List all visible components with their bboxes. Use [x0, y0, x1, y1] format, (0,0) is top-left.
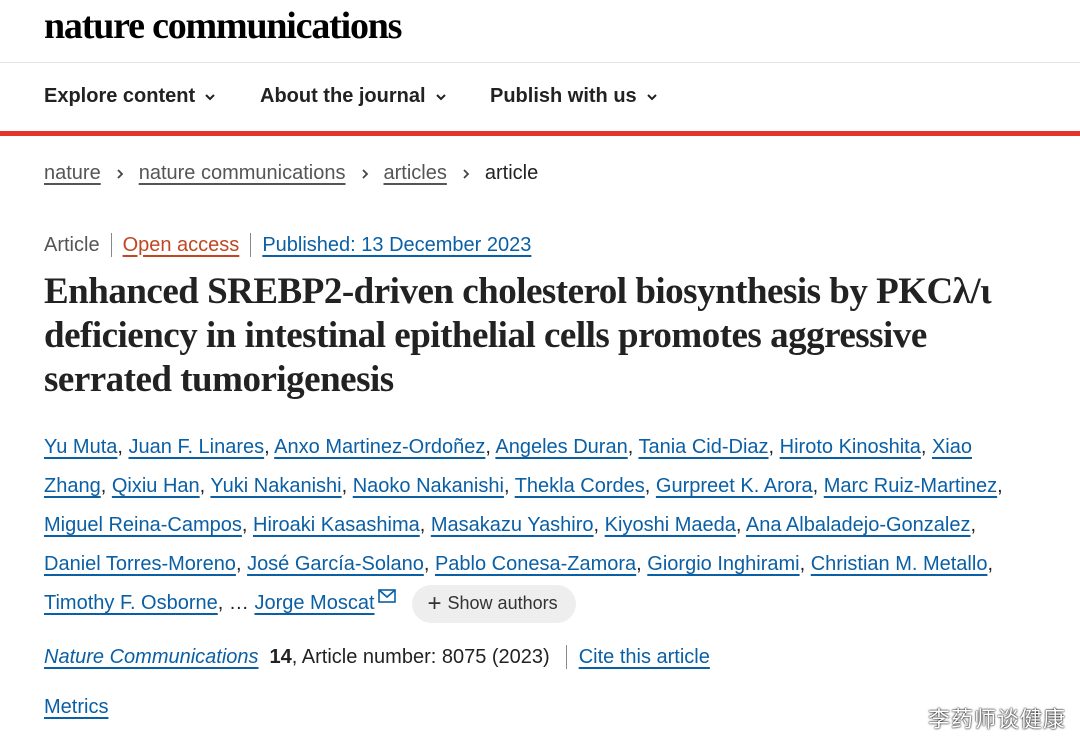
author-link[interactable]: Tania Cid-Diaz	[638, 436, 769, 458]
meta-divider	[250, 233, 252, 257]
author-link[interactable]: Daniel Torres-Moreno	[44, 553, 236, 575]
article-meta: Article Open access Published: 13 Decemb…	[44, 233, 531, 257]
author-link[interactable]: Angeles Duran	[495, 436, 628, 458]
author-link[interactable]: Hiroto Kinoshita	[779, 436, 921, 458]
author-list: Yu Muta, Juan F. Linares, Anxo Martinez-…	[44, 428, 1019, 623]
chevron-down-icon	[646, 93, 657, 100]
author-link[interactable]: Timothy F. Osborne	[44, 592, 218, 614]
author-link[interactable]: Yu Muta	[44, 436, 118, 458]
chevron-right-icon	[463, 168, 470, 179]
chevron-down-icon	[205, 93, 215, 100]
volume-number: 14	[269, 645, 292, 668]
author-link[interactable]: Thekla Cordes	[514, 475, 645, 497]
author-link[interactable]: Anxo Martinez-Ordoñez	[274, 436, 486, 458]
nav-explore-content[interactable]: Explore content	[44, 85, 216, 108]
author-link[interactable]: Yuki Nakanishi	[210, 475, 342, 497]
breadcrumb-link-nature-communications[interactable]: nature communications	[138, 162, 346, 184]
nav-item-label: Explore content	[44, 85, 196, 107]
author-link[interactable]: Juan F. Linares	[128, 436, 265, 458]
corresponding-author-link[interactable]: Jorge Moscat	[254, 592, 375, 614]
author-link[interactable]: Xiao Zhang	[44, 436, 972, 497]
breadcrumb-link-articles[interactable]: articles	[383, 162, 447, 184]
chevron-down-icon	[435, 93, 446, 100]
citation-line: Nature Communications 14 , Article numbe…	[44, 645, 710, 669]
article-number: , Article number: 8075 (2023)	[291, 645, 550, 668]
author-link[interactable]: Hiroaki Kasashima	[253, 514, 420, 536]
plus-icon: +	[427, 589, 442, 617]
site-header: nature communications	[0, 0, 1080, 63]
author-link[interactable]: Marc Ruiz-Martinez	[823, 475, 998, 497]
main-nav: Explore content About the journal Publis…	[0, 63, 1080, 136]
breadcrumb-link-nature[interactable]: nature	[44, 162, 101, 184]
watermark: 李药师谈健康	[927, 707, 1066, 732]
metrics-link[interactable]: Metrics	[44, 696, 109, 718]
meta-divider	[110, 233, 112, 257]
breadcrumb-current: article	[484, 162, 539, 184]
author-link[interactable]: Miguel Reina-Campos	[44, 514, 242, 536]
email-icon[interactable]	[377, 589, 396, 603]
nav-item-label: About the journal	[260, 85, 426, 107]
author-link[interactable]: Christian M. Metallo	[810, 553, 988, 575]
author-link[interactable]: Qixiu Han	[111, 475, 200, 497]
author-link[interactable]: José García-Solano	[247, 553, 424, 575]
open-access-link[interactable]: Open access	[122, 233, 240, 256]
nav-item-label: Publish with us	[490, 85, 637, 107]
author-link[interactable]: Naoko Nakanishi	[352, 475, 504, 497]
author-link[interactable]: Giorgio Inghirami	[647, 553, 800, 575]
author-link[interactable]: Masakazu Yashiro	[430, 514, 594, 536]
nav-publish-with-us[interactable]: Publish with us	[490, 85, 658, 108]
published-date-link[interactable]: Published: 13 December 2023	[262, 233, 532, 256]
show-authors-label: Show authors	[447, 593, 558, 614]
author-link[interactable]: Pablo Conesa-Zamora	[434, 553, 637, 575]
chevron-right-icon	[117, 168, 123, 179]
journal-logo[interactable]: nature communications	[44, 5, 402, 47]
chevron-right-icon	[361, 168, 368, 179]
breadcrumb: nature nature communications articles ar…	[44, 162, 538, 185]
author-link[interactable]: Gurpreet K. Arora	[655, 475, 813, 497]
author-link[interactable]: Ana Albaladejo-Gonzalez	[745, 514, 971, 536]
author-link[interactable]: Kiyoshi Maeda	[604, 514, 736, 536]
journal-link[interactable]: Nature Communications	[44, 645, 259, 668]
show-authors-button[interactable]: + Show authors	[411, 584, 576, 623]
cite-this-article-link[interactable]: Cite this article	[578, 645, 710, 668]
citation-divider	[565, 645, 567, 669]
article-type: Article	[44, 233, 100, 256]
author-ellipsis: …	[228, 592, 249, 614]
nav-about-journal[interactable]: About the journal	[260, 85, 447, 108]
article-title: Enhanced SREBP2-driven cholesterol biosy…	[44, 271, 992, 400]
